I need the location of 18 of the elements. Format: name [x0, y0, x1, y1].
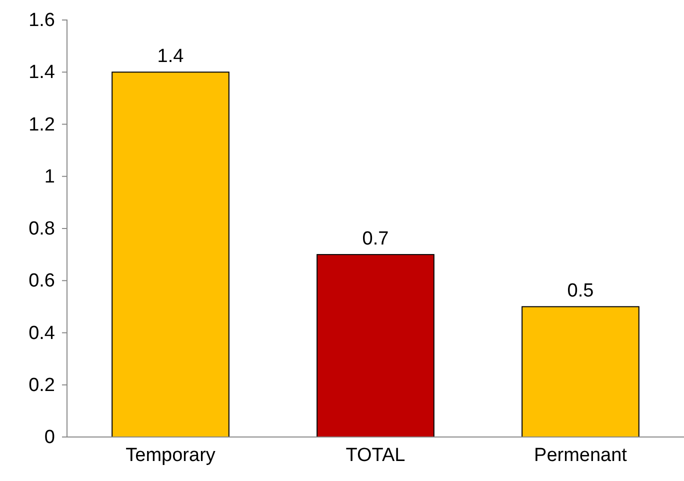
y-tick-label: 1	[44, 166, 55, 188]
y-tick-label: 0.6	[28, 270, 55, 292]
bar	[522, 306, 640, 438]
y-tick-label: 1.2	[28, 114, 55, 136]
y-tick-label: 0.2	[28, 374, 55, 396]
bar	[316, 254, 434, 438]
x-tick-label: TOTAL	[346, 444, 406, 466]
y-tick-label: 0.8	[28, 218, 55, 240]
data-label: 0.7	[362, 228, 389, 250]
bar	[112, 72, 230, 438]
data-label: 0.5	[567, 280, 594, 302]
y-tick-label: 1.6	[28, 10, 55, 32]
data-label: 1.4	[157, 46, 184, 68]
x-tick-label: Permenant	[534, 444, 628, 466]
y-tick-label: 0	[44, 427, 55, 448]
x-tick-label: Temporary	[126, 444, 216, 466]
y-tick-label: 1.4	[28, 62, 56, 84]
y-tick-label: 0.4	[28, 322, 56, 344]
